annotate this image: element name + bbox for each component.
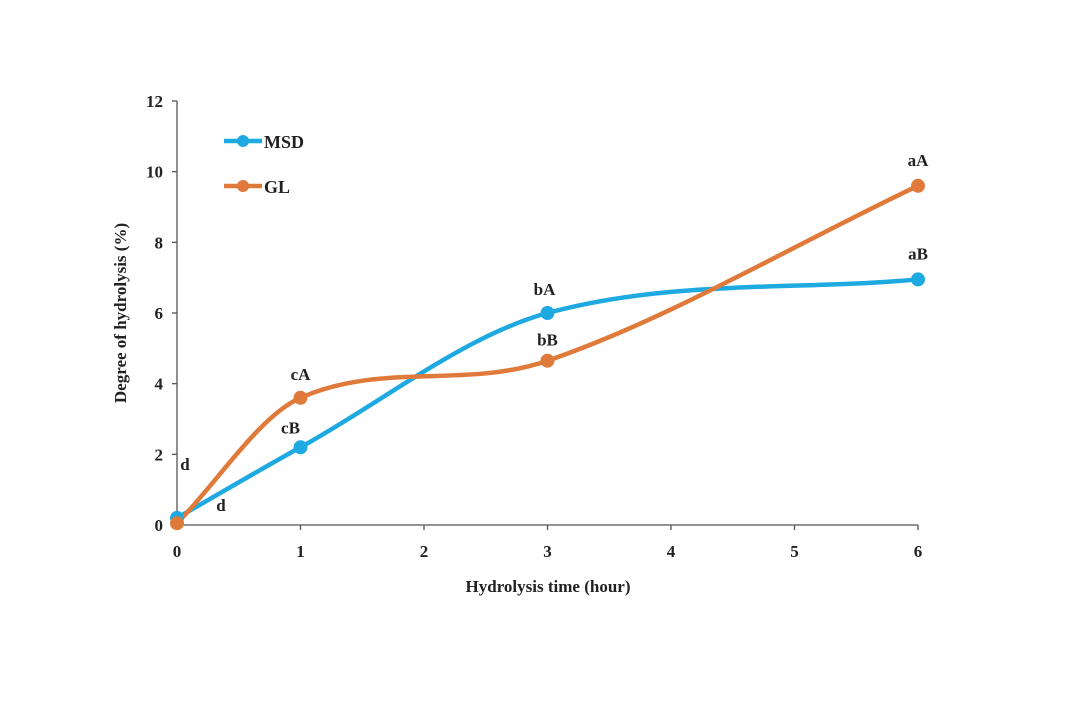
data-point-msd [911, 272, 925, 287]
legend-marker [237, 135, 249, 147]
y-tick-label: 2 [155, 445, 164, 464]
y-tick-label: 4 [155, 375, 164, 394]
series-line-msd [174, 277, 921, 521]
data-point-gl [911, 178, 925, 193]
annotation-label: d [180, 455, 190, 474]
x-tick-label: 4 [667, 542, 676, 561]
annotation-label: cB [281, 418, 300, 437]
annotation-label: cA [291, 365, 312, 384]
legend: MSD GL [224, 132, 304, 197]
annotation-label: bA [534, 280, 556, 299]
annotation-label: bB [537, 331, 558, 350]
data-point-gl [293, 390, 308, 405]
series-lines [170, 178, 925, 531]
data-point-msd [293, 440, 308, 455]
x-tick-label: 6 [914, 542, 923, 561]
annotation-label: aB [908, 244, 928, 263]
data-point-gl [170, 516, 184, 531]
legend-label-gl: GL [264, 177, 290, 197]
y-tick-label: 12 [146, 92, 163, 111]
y-tick-label: 6 [155, 304, 164, 323]
data-point-gl [540, 353, 555, 368]
x-tick-label: 0 [173, 542, 182, 561]
y-tick-label: 0 [155, 516, 164, 535]
legend-marker [237, 180, 249, 192]
x-axis-label: Hydrolysis time (hour) [466, 577, 631, 596]
legend-label-msd: MSD [264, 132, 304, 152]
y-axis-label: Degree of hydrolysis (%) [111, 223, 130, 403]
y-tick-label: 10 [146, 163, 163, 182]
x-tick-label: 1 [296, 542, 305, 561]
annotation-label: d [216, 496, 226, 515]
series-line-gl [174, 183, 921, 526]
y-tick-label: 8 [155, 233, 164, 252]
x-tick-label: 5 [790, 542, 799, 561]
x-tick-label: 3 [543, 542, 552, 561]
data-point-msd [540, 306, 555, 320]
annotations: d cB bA aB d cA bB aA [180, 151, 929, 515]
x-tick-label: 2 [420, 542, 429, 561]
annotation-label: aA [908, 151, 930, 170]
